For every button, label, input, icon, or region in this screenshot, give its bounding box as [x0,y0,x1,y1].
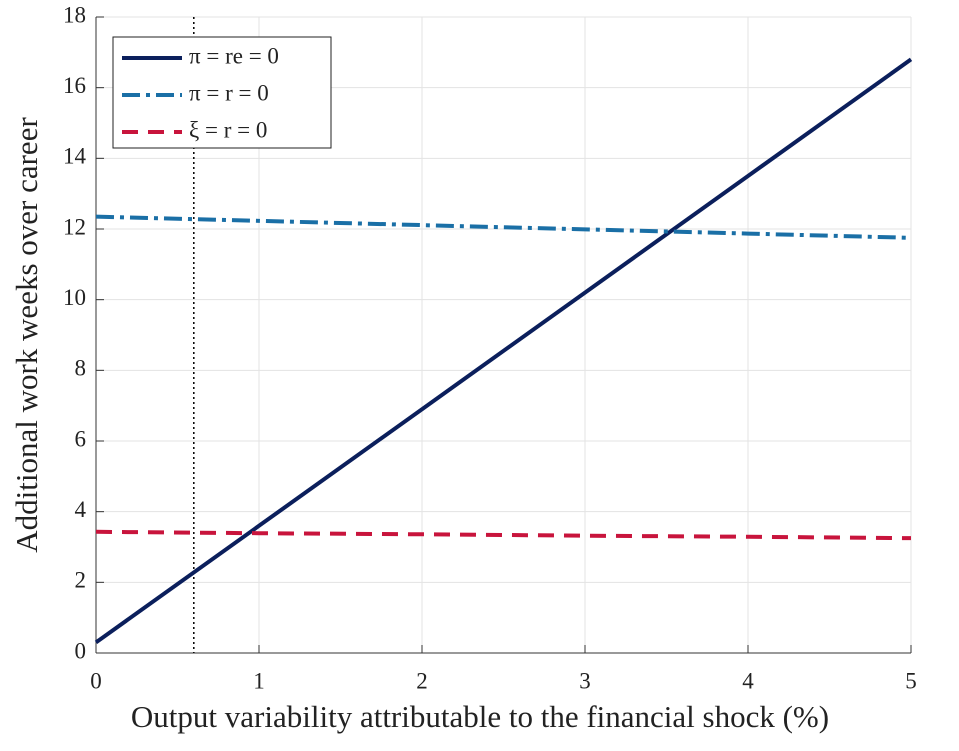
y-tick-label: 18 [63,2,86,27]
line-series [94,57,913,645]
x-tick-label: 0 [90,668,102,693]
x-tick-label: 5 [905,668,917,693]
x-tick-label: 4 [742,668,754,693]
x-tick-label: 1 [253,668,265,693]
line-series [95,214,912,240]
x-tick-label: 3 [579,668,591,693]
y-tick-label: 2 [75,568,87,593]
line-series [95,529,912,541]
x-axis-label: Output variability attributable to the f… [131,699,829,734]
legend-label: π = re = 0 [189,43,279,68]
y-tick-label: 4 [75,497,87,522]
y-tick-label: 0 [75,638,87,663]
y-tick-label: 16 [63,73,86,98]
legend-label: π = r = 0 [189,80,269,105]
y-axis-label: Additional work weeks over career [9,117,44,553]
legend-label: ξ = r = 0 [189,117,267,142]
y-tick-label: 8 [75,356,87,381]
x-tick-label: 2 [416,668,428,693]
y-tick-label: 12 [63,214,86,239]
y-tick-label: 14 [63,144,87,169]
y-tick-label: 10 [63,285,86,310]
legend-box [112,36,332,149]
y-tick-label: 6 [75,426,87,451]
